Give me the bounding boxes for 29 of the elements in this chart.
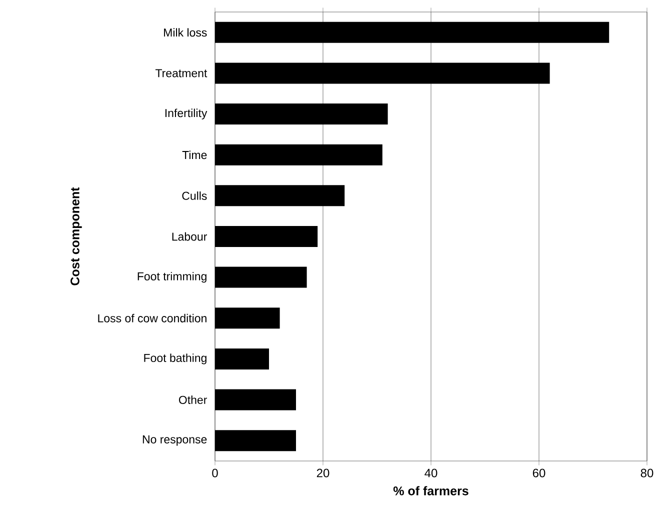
y-tick-label: Foot bathing [144,354,206,364]
x-axis-title: % of farmers [393,486,468,496]
bar [215,266,307,288]
bar [215,144,382,166]
y-axis-title: Cost component [70,187,82,286]
y-tick-label: Treatment [155,69,208,78]
bar [215,308,280,329]
y-tick-label: Culls [182,191,207,200]
x-tick-label: 80 [640,468,654,478]
bar [215,22,610,43]
y-tick-label: Infertility [165,108,208,120]
y-tick-label: No response [142,435,207,446]
bar [215,430,296,452]
bar [215,226,318,247]
bar [215,348,269,370]
x-tick-label: 20 [316,468,330,478]
y-tick-label: Foot trimming [138,272,206,283]
x-tick-label: 0 [212,468,218,478]
y-tick-label: Time [182,150,207,160]
x-tick-label: 40 [424,468,438,478]
y-tick-label: Milk loss [164,28,207,37]
x-tick-label: 60 [532,468,546,478]
y-tick-label: Other [178,396,208,404]
bar [215,62,550,84]
bar [215,185,345,206]
y-tick-label: Loss of cow condition [98,314,206,322]
bar [215,104,388,125]
y-tick-label: Labour [172,232,207,241]
bar [215,389,296,410]
